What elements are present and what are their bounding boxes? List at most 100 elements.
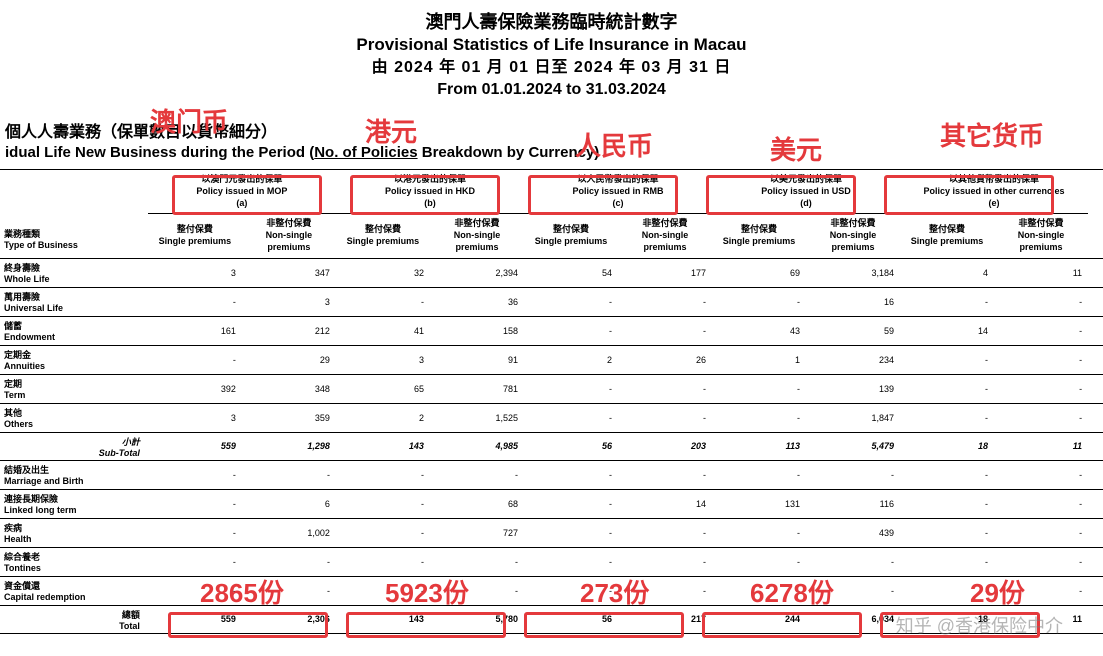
cell: - bbox=[524, 518, 618, 547]
cell: - bbox=[712, 547, 806, 576]
cell: - bbox=[336, 518, 430, 547]
cell: 1,525 bbox=[430, 403, 524, 432]
cell: 3 bbox=[148, 258, 242, 287]
cell: - bbox=[994, 345, 1088, 374]
cell: 69 bbox=[712, 258, 806, 287]
cell: 5,780 bbox=[430, 605, 524, 633]
subhdr-nonsingle: 非整付保費Non-single premiums bbox=[430, 214, 524, 258]
cell: - bbox=[430, 576, 524, 605]
cell: 348 bbox=[242, 374, 336, 403]
cell: - bbox=[618, 403, 712, 432]
cell: - bbox=[806, 576, 900, 605]
row-label: 綜合養老Tontines bbox=[0, 547, 148, 576]
cell: 68 bbox=[430, 489, 524, 518]
table-row: 儲蓄Endowment16121241158--435914- bbox=[0, 316, 1103, 345]
cell: - bbox=[900, 576, 994, 605]
subhdr-nonsingle: 非整付保費Non-single premiums bbox=[618, 214, 712, 258]
cell: - bbox=[524, 374, 618, 403]
table-row: 疾病Health-1,002-727---439-- bbox=[0, 518, 1103, 547]
cell: - bbox=[148, 345, 242, 374]
cell: 2 bbox=[524, 345, 618, 374]
cell: 359 bbox=[242, 403, 336, 432]
cell: 41 bbox=[336, 316, 430, 345]
cell: 1,847 bbox=[806, 403, 900, 432]
cell: - bbox=[524, 460, 618, 489]
row-label: 定期金Annuities bbox=[0, 345, 148, 374]
row-label: 終身壽險Whole Life bbox=[0, 258, 148, 287]
cell: 559 bbox=[148, 605, 242, 633]
cell: - bbox=[806, 460, 900, 489]
cell: - bbox=[524, 489, 618, 518]
cell: 347 bbox=[242, 258, 336, 287]
cell: - bbox=[618, 287, 712, 316]
group-rmb: 以人民幣發出的保單 Policy issued in RMB (c) bbox=[524, 170, 712, 214]
cell: 139 bbox=[806, 374, 900, 403]
cell: 131 bbox=[712, 489, 806, 518]
row-label: 小計Sub-Total bbox=[0, 432, 148, 460]
cell: 18 bbox=[900, 432, 994, 460]
cell: 143 bbox=[336, 605, 430, 633]
cell: 781 bbox=[430, 374, 524, 403]
row-label: 儲蓄Endowment bbox=[0, 316, 148, 345]
cell: - bbox=[712, 518, 806, 547]
table-row: 終身壽險Whole Life3347322,39454177693,184411 bbox=[0, 258, 1103, 287]
cell: 3 bbox=[336, 345, 430, 374]
cell: 56 bbox=[524, 605, 618, 633]
subhdr-nonsingle: 非整付保費Non-single premiums bbox=[994, 214, 1088, 258]
cell: - bbox=[900, 374, 994, 403]
type-header: 業務種類 Type of Business bbox=[0, 170, 148, 258]
cell: - bbox=[994, 403, 1088, 432]
cell: - bbox=[900, 518, 994, 547]
cell: - bbox=[430, 460, 524, 489]
cell: 1,002 bbox=[242, 518, 336, 547]
cell: 18 bbox=[900, 605, 994, 633]
cell: - bbox=[242, 460, 336, 489]
cell: - bbox=[336, 287, 430, 316]
cell: - bbox=[900, 345, 994, 374]
cell: - bbox=[336, 576, 430, 605]
cell: - bbox=[712, 576, 806, 605]
row-label: 其他Others bbox=[0, 403, 148, 432]
title-cn: 澳門人壽保險業務臨時統計數字 bbox=[0, 10, 1103, 34]
section-title-en: idual Life New Business during the Perio… bbox=[5, 144, 1103, 161]
cell: 1 bbox=[712, 345, 806, 374]
cell: - bbox=[524, 287, 618, 316]
subhdr-single: 整付保費Single premiums bbox=[524, 214, 618, 258]
cell: - bbox=[712, 287, 806, 316]
cell: 212 bbox=[242, 316, 336, 345]
cell: - bbox=[524, 576, 618, 605]
cell: 161 bbox=[148, 316, 242, 345]
row-label: 疾病Health bbox=[0, 518, 148, 547]
subhdr-nonsingle: 非整付保費Non-single premiums bbox=[806, 214, 900, 258]
cell: - bbox=[618, 374, 712, 403]
cell: - bbox=[618, 316, 712, 345]
cell: 14 bbox=[900, 316, 994, 345]
cell: 6 bbox=[242, 489, 336, 518]
cell: 36 bbox=[430, 287, 524, 316]
cell: 217 bbox=[618, 605, 712, 633]
cell: - bbox=[994, 316, 1088, 345]
cell: - bbox=[242, 576, 336, 605]
policies-table: 業務種類 Type of Business 以澳門元發出的保單 Policy i… bbox=[0, 169, 1103, 633]
cell: - bbox=[994, 547, 1088, 576]
cell: - bbox=[148, 547, 242, 576]
cell: - bbox=[524, 547, 618, 576]
cell: 392 bbox=[148, 374, 242, 403]
cell: - bbox=[148, 576, 242, 605]
cell: - bbox=[712, 460, 806, 489]
cell: 59 bbox=[806, 316, 900, 345]
subhdr-single: 整付保費Single premiums bbox=[148, 214, 242, 258]
cell: - bbox=[336, 489, 430, 518]
table-row: 其他Others335921,525---1,847-- bbox=[0, 403, 1103, 432]
row-label: 萬用壽險Universal Life bbox=[0, 287, 148, 316]
cell: 727 bbox=[430, 518, 524, 547]
cell: 11 bbox=[994, 605, 1088, 633]
cell: - bbox=[618, 576, 712, 605]
cell: 3,184 bbox=[806, 258, 900, 287]
row-label: 總額Total bbox=[0, 605, 148, 633]
cell: - bbox=[618, 460, 712, 489]
cell: 11 bbox=[994, 258, 1088, 287]
cell: 3 bbox=[148, 403, 242, 432]
cell: 56 bbox=[524, 432, 618, 460]
cell: - bbox=[994, 374, 1088, 403]
